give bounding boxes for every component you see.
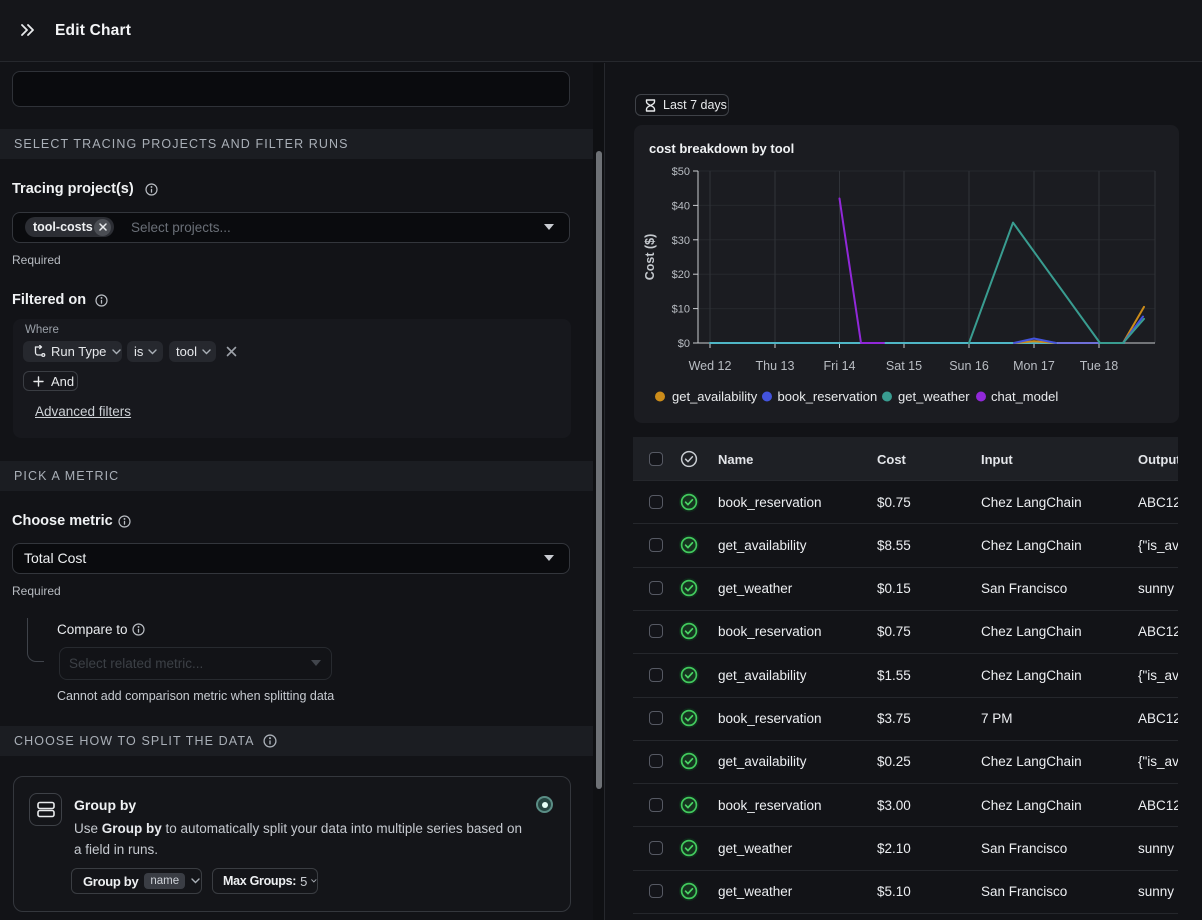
svg-text:chat_model: chat_model	[991, 389, 1058, 404]
svg-text:$10: $10	[672, 304, 690, 316]
svg-text:$40: $40	[672, 200, 690, 212]
svg-text:Sat 15: Sat 15	[886, 359, 922, 373]
svg-text:get_weather: get_weather	[898, 389, 970, 404]
svg-text:$30: $30	[672, 235, 690, 247]
svg-text:Wed 12: Wed 12	[689, 359, 732, 373]
svg-text:Mon 17: Mon 17	[1013, 359, 1055, 373]
svg-text:Fri 14: Fri 14	[824, 359, 856, 373]
svg-text:Sun 16: Sun 16	[949, 359, 989, 373]
svg-text:book_reservation: book_reservation	[778, 389, 878, 404]
svg-text:$50: $50	[672, 166, 690, 178]
svg-text:Cost ($): Cost ($)	[643, 234, 657, 281]
svg-text:Tue 18: Tue 18	[1080, 359, 1119, 373]
svg-text:$0: $0	[678, 338, 690, 350]
svg-text:get_availability: get_availability	[672, 389, 758, 404]
svg-text:Thu 13: Thu 13	[756, 359, 795, 373]
svg-text:$20: $20	[672, 269, 690, 281]
